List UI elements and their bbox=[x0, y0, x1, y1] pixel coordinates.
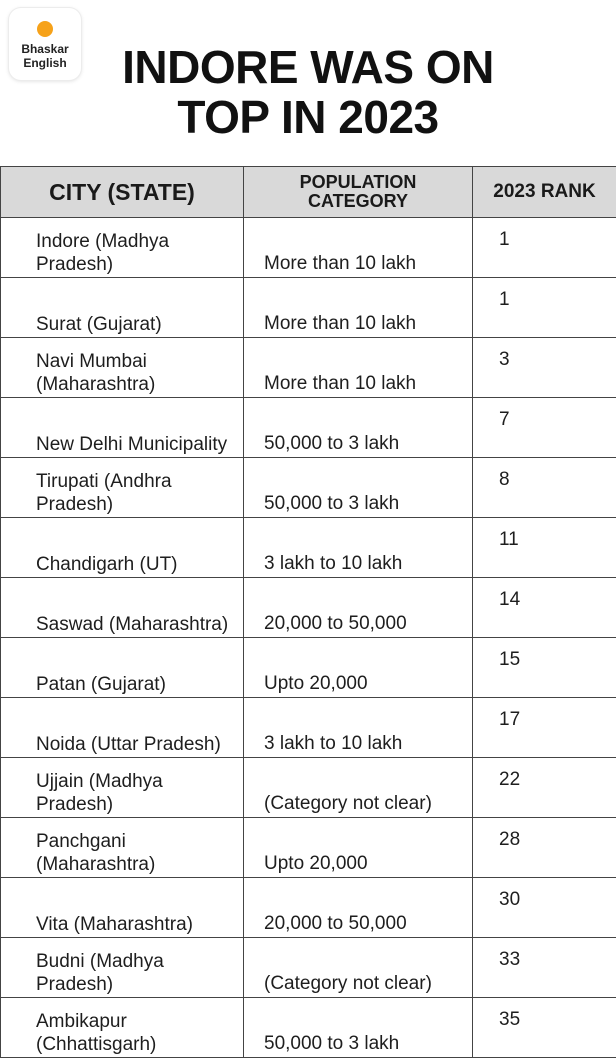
cell-rank: 1 bbox=[473, 218, 616, 278]
cell-city: Panchgani (Maharashtra) bbox=[1, 818, 244, 878]
cell-population: (Category not clear) bbox=[244, 938, 473, 998]
table-row: Ambikapur (Chhattisgarh)50,000 to 3 lakh… bbox=[1, 998, 616, 1058]
table-row: Tirupati (Andhra Pradesh)50,000 to 3 lak… bbox=[1, 458, 616, 518]
logo-dot-icon bbox=[37, 21, 53, 37]
cell-city: Tirupati (Andhra Pradesh) bbox=[1, 458, 244, 518]
cell-rank: 8 bbox=[473, 458, 616, 518]
cell-rank: 14 bbox=[473, 578, 616, 638]
cell-rank: 17 bbox=[473, 698, 616, 758]
cell-population: 3 lakh to 10 lakh bbox=[244, 698, 473, 758]
table-row: Navi Mumbai (Maharashtra)More than 10 la… bbox=[1, 338, 616, 398]
cell-population: 50,000 to 3 lakh bbox=[244, 458, 473, 518]
cell-population: 20,000 to 50,000 bbox=[244, 578, 473, 638]
cell-population: 3 lakh to 10 lakh bbox=[244, 518, 473, 578]
table-body: Indore (Madhya Pradesh)More than 10 lakh… bbox=[1, 218, 616, 1058]
cell-city: Indore (Madhya Pradesh) bbox=[1, 218, 244, 278]
cell-rank: 3 bbox=[473, 338, 616, 398]
cell-city: Ujjain (Madhya Pradesh) bbox=[1, 758, 244, 818]
cell-city: Surat (Gujarat) bbox=[1, 278, 244, 338]
cell-population: More than 10 lakh bbox=[244, 278, 473, 338]
cell-population: 20,000 to 50,000 bbox=[244, 878, 473, 938]
logo-line-2: English bbox=[9, 56, 81, 70]
cell-rank: 22 bbox=[473, 758, 616, 818]
cell-city: Ambikapur (Chhattisgarh) bbox=[1, 998, 244, 1058]
table-row: Budni (Madhya Pradesh)(Category not clea… bbox=[1, 938, 616, 998]
header-population-line-1: POPULATION bbox=[244, 173, 472, 192]
cell-population: Upto 20,000 bbox=[244, 638, 473, 698]
header-population-line-2: CATEGORY bbox=[244, 192, 472, 211]
cell-population: (Category not clear) bbox=[244, 758, 473, 818]
cell-rank: 28 bbox=[473, 818, 616, 878]
cell-population: More than 10 lakh bbox=[244, 338, 473, 398]
ranking-table: CITY (STATE) POPULATION CATEGORY 2023 RA… bbox=[0, 166, 616, 1058]
cell-rank: 7 bbox=[473, 398, 616, 458]
cell-city: Chandigarh (UT) bbox=[1, 518, 244, 578]
table-row: Indore (Madhya Pradesh)More than 10 lakh… bbox=[1, 218, 616, 278]
cell-city: Saswad (Maharashtra) bbox=[1, 578, 244, 638]
cell-population: 50,000 to 3 lakh bbox=[244, 398, 473, 458]
cell-population: Upto 20,000 bbox=[244, 818, 473, 878]
cell-city: Budni (Madhya Pradesh) bbox=[1, 938, 244, 998]
cell-city: Navi Mumbai (Maharashtra) bbox=[1, 338, 244, 398]
cell-city: Vita (Maharashtra) bbox=[1, 878, 244, 938]
table-row: Ujjain (Madhya Pradesh)(Category not cle… bbox=[1, 758, 616, 818]
cell-city: Patan (Gujarat) bbox=[1, 638, 244, 698]
cell-city: New Delhi Municipality bbox=[1, 398, 244, 458]
cell-rank: 11 bbox=[473, 518, 616, 578]
cell-rank: 35 bbox=[473, 998, 616, 1058]
cell-rank: 33 bbox=[473, 938, 616, 998]
header-population: POPULATION CATEGORY bbox=[244, 167, 473, 218]
cell-population: 50,000 to 3 lakh bbox=[244, 998, 473, 1058]
cell-rank: 1 bbox=[473, 278, 616, 338]
cell-city: Noida (Uttar Pradesh) bbox=[1, 698, 244, 758]
header-city: CITY (STATE) bbox=[1, 167, 244, 218]
cell-rank: 30 bbox=[473, 878, 616, 938]
header-rank: 2023 RANK bbox=[473, 167, 616, 218]
cell-population: More than 10 lakh bbox=[244, 218, 473, 278]
table-header-row: CITY (STATE) POPULATION CATEGORY 2023 RA… bbox=[1, 167, 616, 218]
bhaskar-english-logo: Bhaskar English bbox=[9, 8, 81, 80]
logo-text: Bhaskar English bbox=[9, 42, 81, 70]
title-line-1: INDORE WAS ON bbox=[85, 42, 531, 92]
cell-rank: 15 bbox=[473, 638, 616, 698]
title-line-2: TOP IN 2023 bbox=[85, 92, 531, 142]
page-title: INDORE WAS ON TOP IN 2023 bbox=[85, 42, 531, 142]
logo-line-1: Bhaskar bbox=[9, 42, 81, 56]
